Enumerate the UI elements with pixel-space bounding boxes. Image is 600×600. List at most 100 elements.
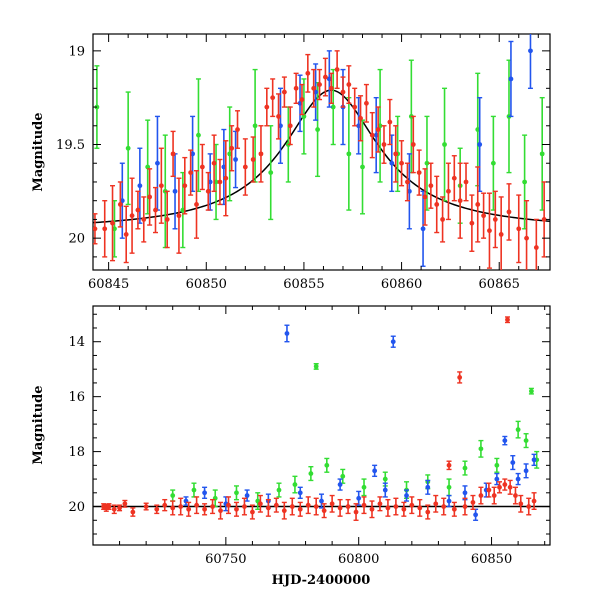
- top-marker: [123, 232, 129, 237]
- bottom-marker: [337, 482, 343, 487]
- bottom-data-point: [491, 486, 497, 505]
- top-data-point: [399, 140, 405, 187]
- bottom-data-point: [356, 490, 362, 506]
- top-data-point: [129, 177, 135, 254]
- bottom-marker: [345, 504, 351, 509]
- top-data-point: [346, 65, 352, 105]
- bottom-marker: [356, 495, 362, 501]
- bottom-marker: [473, 512, 479, 518]
- bottom-data-point: [502, 435, 508, 446]
- top-marker: [463, 179, 469, 185]
- top-data-point: [141, 196, 147, 243]
- top-marker: [381, 142, 387, 147]
- top-marker: [477, 142, 483, 147]
- top-marker: [410, 142, 416, 147]
- top-data-point: [182, 156, 188, 215]
- bottom-data-point: [257, 494, 263, 513]
- bottom-data-point: [233, 485, 239, 501]
- bottom-marker: [526, 504, 532, 509]
- bottom-marker: [361, 502, 367, 508]
- top-data-point: [158, 147, 164, 224]
- bottom-data-point: [249, 504, 255, 520]
- top-marker: [172, 188, 178, 194]
- top-y-tick-label: 19: [68, 44, 85, 59]
- top-marker: [299, 97, 305, 102]
- bottom-data-point: [281, 501, 287, 520]
- top-model-curve: [93, 89, 550, 224]
- bottom-marker: [462, 465, 468, 471]
- top-marker: [141, 217, 147, 222]
- top-data-point: [110, 185, 116, 262]
- top-marker: [110, 220, 115, 226]
- bottom-data-point: [409, 496, 415, 515]
- bottom-marker: [292, 482, 298, 487]
- bottom-data-point: [143, 502, 149, 511]
- bottom-marker: [226, 502, 231, 508]
- top-marker: [346, 151, 352, 157]
- top-marker: [346, 82, 352, 87]
- top-data-point: [199, 143, 205, 191]
- top-data-point: [235, 110, 241, 149]
- bottom-data-point: [313, 362, 319, 370]
- top-data-point: [533, 218, 539, 270]
- bottom-data-point: [233, 501, 239, 517]
- top-data-point: [194, 170, 200, 239]
- bottom-data-point: [372, 464, 378, 478]
- bottom-marker: [234, 490, 239, 496]
- bottom-marker: [446, 498, 452, 504]
- top-data-point: [268, 125, 274, 221]
- top-data-point: [205, 171, 211, 211]
- bottom-data-point: [210, 498, 216, 515]
- top-data-point: [363, 83, 369, 123]
- top-x-tick-label: 60855: [283, 277, 324, 292]
- top-data-point: [117, 181, 123, 228]
- bottom-plot-content: [93, 316, 550, 521]
- bottom-data-point: [111, 504, 117, 515]
- bottom-x-axis-label: HJD-2400000: [272, 573, 371, 588]
- top-data-point: [195, 78, 201, 193]
- top-data-point: [410, 115, 416, 174]
- top-axis-ticks: 60845 60850 60855 60860 60865 19 19.5 20: [56, 34, 550, 292]
- top-y-tick-label: 20: [68, 232, 85, 247]
- top-data-point: [477, 96, 483, 193]
- top-data-point: [527, 34, 533, 90]
- bottom-data-point: [512, 486, 518, 505]
- bottom-data-point: [451, 501, 457, 517]
- bottom-data-point: [497, 481, 503, 494]
- bottom-marker: [361, 484, 367, 490]
- top-marker: [125, 145, 131, 151]
- bottom-panel: 60750 60800 60850 14 16 18 20 Magnitude HJD-24…: [31, 305, 551, 588]
- top-data-point: [506, 183, 512, 241]
- bottom-data-point: [154, 504, 160, 515]
- top-marker: [440, 217, 445, 222]
- bottom-marker: [425, 509, 431, 515]
- bottom-data-point: [191, 482, 197, 498]
- top-data-point: [135, 190, 141, 230]
- top-marker: [387, 119, 393, 125]
- bottom-marker: [337, 505, 343, 511]
- top-data-point: [293, 72, 299, 105]
- bottom-data-point: [265, 498, 271, 517]
- bottom-data-point: [178, 497, 184, 516]
- top-plot-content: [93, 34, 550, 270]
- top-data-point: [264, 87, 270, 127]
- top-data-point: [352, 87, 358, 127]
- top-marker: [158, 183, 164, 189]
- top-data-point: [317, 68, 323, 101]
- top-marker: [334, 67, 340, 72]
- bottom-marker: [518, 501, 524, 507]
- bottom-data-point: [305, 496, 311, 515]
- bottom-data-point: [218, 501, 224, 520]
- top-data-point: [211, 134, 217, 193]
- top-data-point: [281, 76, 287, 108]
- top-data-point: [524, 199, 530, 270]
- top-data-point: [123, 205, 129, 264]
- bottom-marker: [210, 504, 215, 509]
- top-x-tick-label: 60865: [479, 277, 520, 292]
- bottom-marker: [529, 388, 534, 394]
- bottom-marker: [111, 506, 117, 512]
- bottom-marker: [106, 504, 112, 509]
- bottom-data-point: [382, 482, 388, 498]
- bottom-marker: [297, 506, 303, 512]
- bottom-marker: [122, 501, 128, 507]
